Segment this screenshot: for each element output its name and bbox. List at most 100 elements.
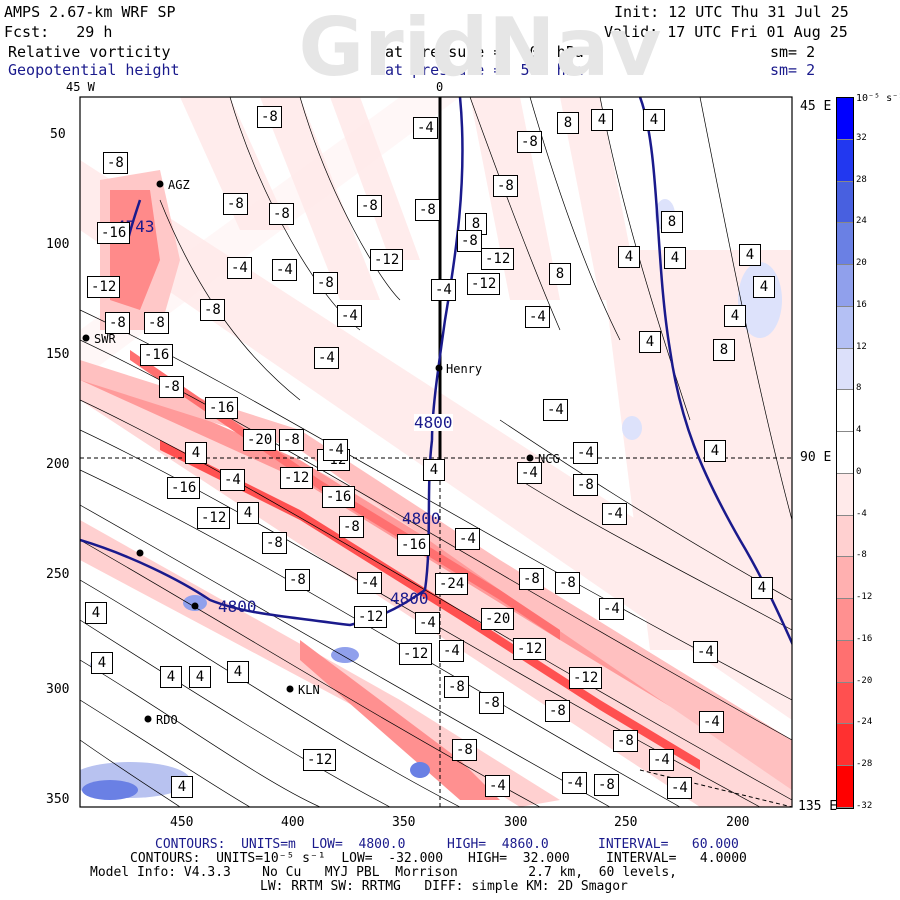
y-tick: 250 — [46, 567, 70, 582]
colorbar-segment — [837, 306, 853, 349]
vorticity-contour-label: -8 — [594, 774, 619, 796]
colorbar-level-label: 28 — [856, 174, 867, 185]
vorticity-contour-label: -8 — [493, 175, 518, 197]
field1-pressure: at pressure = 500 hPa — [385, 43, 584, 61]
footer-vort-high: HIGH= 32.000 — [468, 851, 570, 866]
vorticity-contour-label: -4 — [439, 640, 464, 662]
vorticity-contour-label: -12 — [481, 248, 515, 270]
vorticity-contour-label: -4 — [415, 612, 440, 634]
colorbar-level-label: 20 — [856, 258, 867, 269]
vorticity-contour-label: -8 — [452, 739, 477, 761]
vorticity-contour-label: -4 — [357, 572, 382, 594]
vorticity-contour-label: -8 — [555, 572, 580, 594]
vorticity-contour-label: -20 — [481, 608, 515, 630]
vorticity-contour-label: -8 — [257, 106, 282, 128]
colorbar-level-label: 12 — [856, 341, 867, 352]
vorticity-contour-label: 4 — [85, 602, 107, 624]
vorticity-contour-label: -12 — [303, 749, 337, 771]
station-label-ncg: NCG — [538, 452, 560, 466]
footer-vort-interval: INTERVAL= 4.0000 — [606, 851, 747, 866]
x-tick: 250 — [614, 815, 638, 830]
colorbar-level-label: 8 — [856, 383, 862, 394]
vorticity-contour-label: 8 — [557, 112, 579, 134]
vorticity-contour-label: -4 — [573, 442, 598, 464]
colorbar-level-label: -16 — [856, 633, 873, 644]
vorticity-contour-label: -16 — [322, 486, 356, 508]
vorticity-contour-label: -4 — [227, 257, 252, 279]
vorticity-contour-label: -20 — [243, 429, 277, 451]
vorticity-contour-label: -8 — [519, 568, 544, 590]
vorticity-contour-label: -8 — [357, 195, 382, 217]
vorticity-contour-label: -8 — [279, 429, 304, 451]
colorbar-segment — [837, 223, 853, 266]
vorticity-contour-label: -4 — [314, 347, 339, 369]
height-label: 4800 — [414, 413, 453, 432]
x-tick: 200 — [726, 815, 750, 830]
vorticity-contour-label: 4 — [753, 276, 775, 298]
vorticity-contour-label: -8 — [313, 272, 338, 294]
vorticity-contour-label: -4 — [455, 528, 480, 550]
colorbar-level-label: -24 — [856, 717, 873, 728]
colorbar-unit: 10⁻⁵ s⁻¹ — [856, 93, 900, 104]
vorticity-contour-label: 4 — [639, 331, 661, 353]
colorbar-level-label: 32 — [856, 132, 867, 143]
forecast-hour: Fcst: 29 h — [4, 23, 113, 41]
x-tick: 300 — [504, 815, 528, 830]
vorticity-contour-label: 4 — [160, 666, 182, 688]
x-tick: 350 — [392, 815, 416, 830]
footer-height-contours: CONTOURS: UNITS=m LOW= 4800.0 — [155, 837, 406, 852]
vorticity-contour-label: -4 — [431, 279, 456, 301]
x-tick: 400 — [281, 815, 305, 830]
colorbar-level-label: 16 — [856, 299, 867, 310]
footer-vort-contours: CONTOURS: UNITS=10⁻⁵ s⁻¹ LOW= -32.000 — [130, 851, 444, 866]
vorticity-contour-label: -4 — [485, 775, 510, 797]
colorbar-segment — [837, 98, 853, 140]
height-label: 4800 — [390, 589, 429, 608]
vorticity-contour-label: 4 — [91, 652, 113, 674]
init-time: Init: 12 UTC Thu 31 Jul 25 — [614, 3, 849, 21]
colorbar-level-label: -32 — [856, 801, 873, 811]
vorticity-contour-label: 4 — [185, 442, 207, 464]
plot-frame — [79, 96, 793, 808]
y-tick: 50 — [50, 127, 66, 142]
height-label: 4800 — [218, 597, 257, 616]
lon-label-45e: 45 E — [800, 99, 832, 114]
colorbar-segment — [837, 265, 853, 307]
colorbar-level-label: -4 — [856, 508, 867, 519]
colorbar-segment — [837, 390, 853, 433]
vorticity-contour-label: -16 — [397, 534, 431, 556]
vorticity-contour-label: 4 — [423, 459, 445, 481]
y-tick: 300 — [46, 682, 70, 697]
colorbar-segment — [837, 473, 853, 516]
colorbar-segment — [837, 348, 853, 391]
vorticity-contour-label: -4 — [562, 772, 587, 794]
field1-smoothing: sm= 2 — [770, 43, 816, 61]
vorticity-contour-label: 4 — [171, 776, 193, 798]
vorticity-contour-label: 4 — [227, 661, 249, 683]
colorbar-level-label: 24 — [856, 216, 867, 227]
vorticity-contour-label: -4 — [602, 503, 627, 525]
vorticity-contour-label: -12 — [370, 249, 404, 271]
vorticity-contour-label: -12 — [197, 507, 231, 529]
colorbar-segment — [837, 724, 853, 767]
lon-label-0: 0 — [436, 80, 444, 94]
vorticity-contour-label: -4 — [649, 749, 674, 771]
y-tick: 150 — [46, 347, 70, 362]
diagonal-dashed — [639, 769, 792, 807]
vorticity-contour-label: -4 — [693, 641, 718, 663]
vorticity-contour-label: -4 — [525, 306, 550, 328]
vorticity-contour-label: 4 — [618, 246, 640, 268]
vorticity-contour-label: -12 — [354, 606, 388, 628]
vorticity-contour-lines — [80, 97, 792, 807]
model-title: AMPS 2.67-km WRF SP — [4, 3, 176, 21]
vorticity-contour-label: -8 — [545, 700, 570, 722]
colorbar-level-label: 0 — [856, 466, 862, 477]
vorticity-contour-label: -8 — [457, 230, 482, 252]
vorticity-contour-label: -12 — [87, 276, 121, 298]
colorbar-level-label: -12 — [856, 592, 873, 603]
lon-label-135e: 135 E — [798, 799, 838, 814]
vorticity-contour-label: -12 — [513, 638, 547, 660]
vorticity-contour-label: 4 — [591, 109, 613, 131]
station-markers — [82, 180, 534, 723]
vorticity-contour-label: -12 — [399, 643, 433, 665]
